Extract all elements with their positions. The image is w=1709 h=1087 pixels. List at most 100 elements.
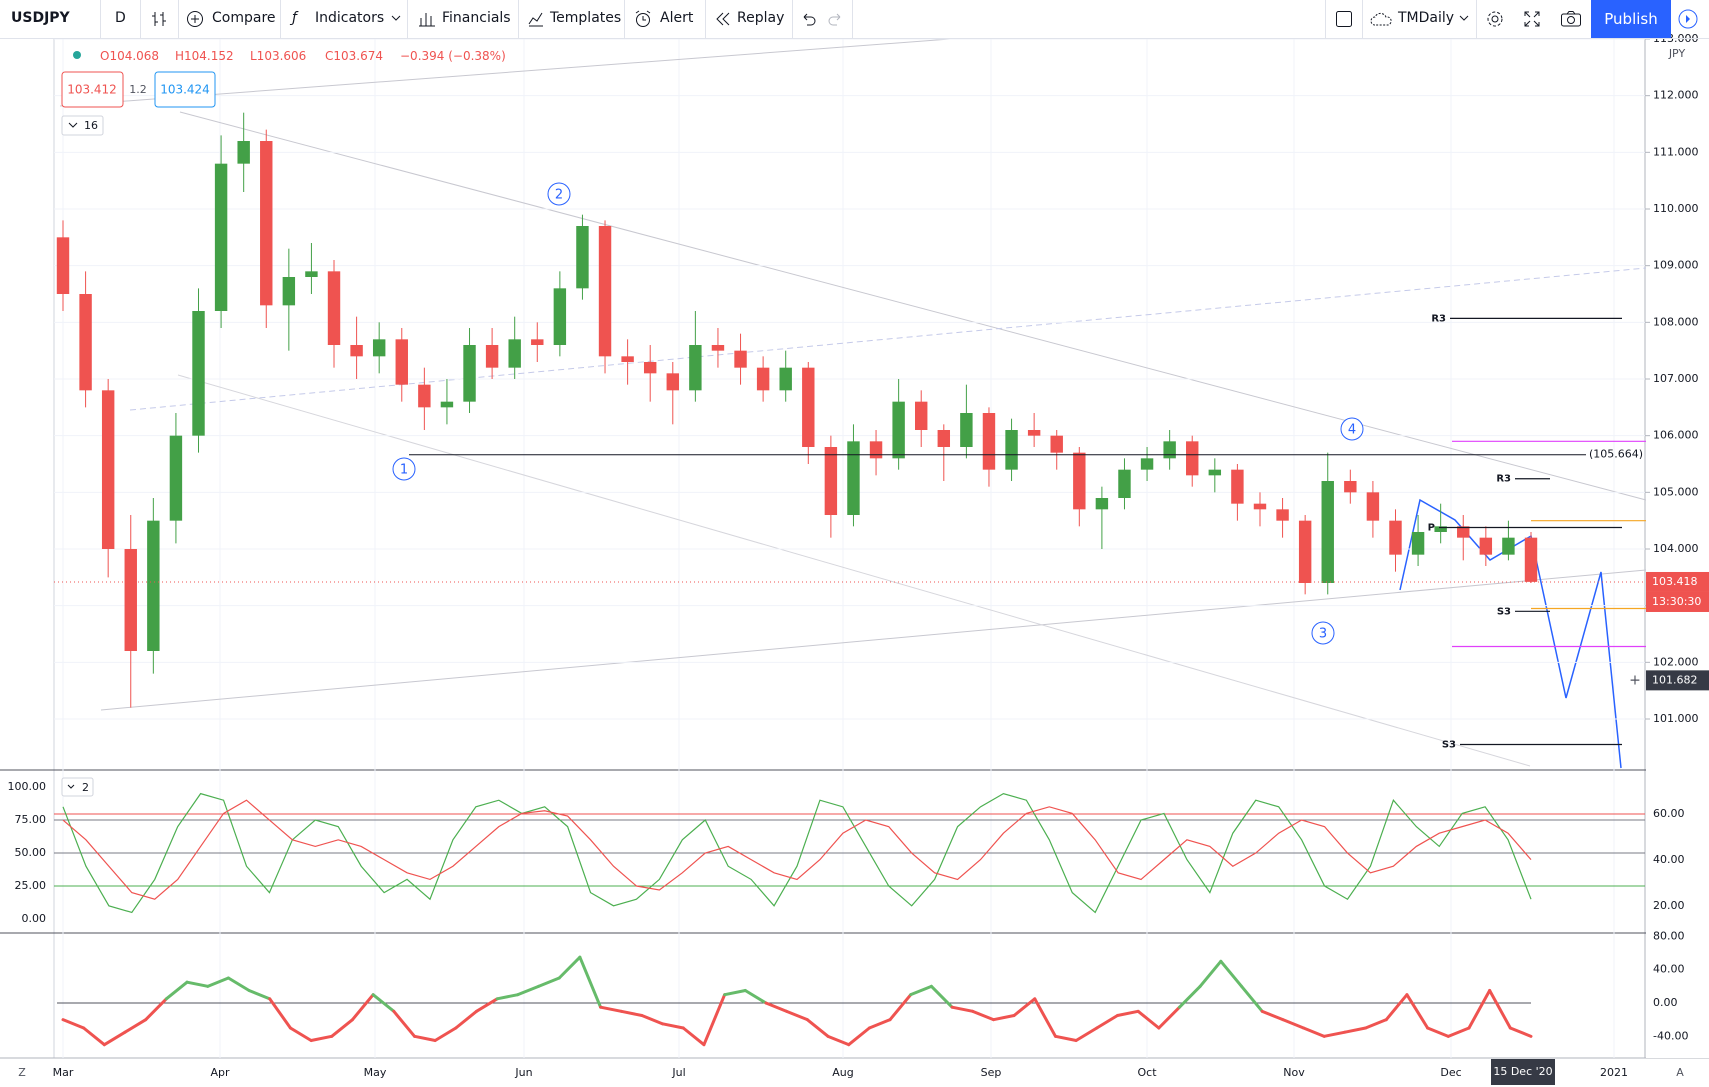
financials-icon[interactable] <box>418 10 436 28</box>
publish-button[interactable]: Publish <box>1591 0 1671 38</box>
oscillator-segment <box>1426 1026 1450 1038</box>
y-tick-label: 112.000 <box>1653 89 1699 102</box>
price-pane: R3 R3 P S3 S3 (105.664) 1 2 3 4 <box>54 38 1646 751</box>
candle-body <box>1366 492 1380 521</box>
oscillator-segment <box>1178 984 1202 1009</box>
oscillator-segment <box>723 989 747 997</box>
settings-icon[interactable] <box>1485 9 1505 29</box>
bid[interactable]: 103.412 <box>67 83 117 97</box>
alert[interactable]: Alert <box>660 10 694 26</box>
bar-style-icon[interactable] <box>150 10 168 28</box>
oscillator-pane <box>57 955 1533 1047</box>
candle-body <box>237 141 250 164</box>
candle-body <box>1389 520 1402 555</box>
interval[interactable]: D <box>115 10 126 26</box>
candle-body <box>1027 430 1041 436</box>
financials[interactable]: Financials <box>442 10 511 26</box>
replay-icon[interactable] <box>714 11 732 27</box>
candle-body <box>1095 498 1109 510</box>
undo-icon[interactable] <box>800 11 818 27</box>
buy-button[interactable] <box>154 71 216 108</box>
ohlc-legend: O104.068 H104.152 L103.606 C103.674 −0.3… <box>100 49 506 63</box>
indicators[interactable]: Indicators <box>315 10 385 26</box>
templates[interactable]: Templates <box>550 10 622 26</box>
candle-body <box>192 311 205 436</box>
oscillator-segment <box>1219 959 1244 988</box>
oscillator-segment <box>1446 1026 1471 1038</box>
candle-body <box>124 549 137 651</box>
ask[interactable]: 103.424 <box>160 83 210 97</box>
open: O104.068 <box>100 49 159 63</box>
oscillator-segment <box>144 997 168 1022</box>
y2-tick-label: 40.00 <box>1653 853 1685 866</box>
oscillator-segment <box>1467 989 1492 1030</box>
candle-body <box>395 339 408 385</box>
layout-icon[interactable] <box>1335 10 1353 28</box>
pivot-label: P <box>1428 522 1435 533</box>
symbol[interactable]: USDJPY <box>11 10 70 26</box>
oscillator-segment <box>247 989 272 1001</box>
change: −0.394 (−0.38%) <box>400 49 506 63</box>
compare[interactable]: Compare <box>212 10 276 26</box>
pane-label[interactable]: 2 <box>82 781 89 794</box>
oscillator-segment <box>888 993 913 1022</box>
spread: 1.2 <box>129 83 147 96</box>
oscillator-segment <box>330 1018 354 1038</box>
compare-icon[interactable] <box>186 10 204 28</box>
oscillator-segment <box>433 1026 458 1042</box>
y-tick-label: 102.000 <box>1653 655 1699 668</box>
y-tick-label: 111.000 <box>1653 145 1699 158</box>
sell-button[interactable] <box>61 71 124 108</box>
candle-body <box>101 390 115 549</box>
oscillator-segment <box>371 993 396 1013</box>
alert-icon[interactable] <box>634 10 652 28</box>
wave-marker <box>1340 417 1364 441</box>
candle-body <box>1118 469 1131 498</box>
oscillator-segment <box>1053 1034 1078 1042</box>
pivot-label: R3 <box>1431 313 1446 324</box>
stochastic-pane <box>54 792 1645 914</box>
redo-icon[interactable] <box>826 11 844 27</box>
horizontal-line-label: (105.664) <box>1589 448 1643 461</box>
oscillator-segment <box>226 976 251 992</box>
oscillator-segment <box>578 955 603 1009</box>
oscillator-segment <box>516 984 541 997</box>
status-dot <box>73 51 81 59</box>
oscillator-segment <box>537 976 561 988</box>
pane-toggle[interactable] <box>61 777 94 797</box>
time-cursor-label: 15 Dec '20 <box>1493 1065 1552 1078</box>
dropdown-icon[interactable] <box>390 14 402 24</box>
separator <box>792 0 793 38</box>
candle-body <box>937 430 951 447</box>
top-toolbar: USDJPY D Compare ƒ Indicators Financials… <box>0 0 1709 39</box>
indicators-toggle[interactable] <box>61 115 104 136</box>
auto-scale[interactable]: A <box>1676 1066 1684 1079</box>
indicator-count[interactable]: 16 <box>84 119 98 132</box>
candle-body <box>1163 441 1176 459</box>
candle-body <box>508 339 521 368</box>
dropdown-icon[interactable] <box>1458 14 1470 24</box>
candle-body <box>824 447 838 515</box>
templates-icon[interactable] <box>527 10 545 28</box>
y-tick-label: 100.00 <box>8 780 47 793</box>
oscillator-segment <box>288 1026 313 1042</box>
separator <box>1476 0 1477 38</box>
separator <box>100 0 101 38</box>
last-price-box <box>1646 571 1709 592</box>
candle-body <box>666 373 679 391</box>
time-cursor-box <box>1491 1059 1555 1085</box>
sidebar-toggle[interactable] <box>1676 8 1700 30</box>
zoom-toggle[interactable]: Z <box>18 1066 26 1079</box>
snapshot-icon[interactable] <box>1560 10 1582 28</box>
oscillator-segment <box>1302 1026 1326 1038</box>
layout-name[interactable]: TMDaily <box>1398 10 1455 26</box>
y-tick-label: 108.000 <box>1653 315 1699 328</box>
cloud-icon[interactable] <box>1370 12 1394 26</box>
oscillator-segment <box>475 997 499 1013</box>
replay[interactable]: Replay <box>737 10 785 26</box>
oscillator-segment <box>1198 959 1223 988</box>
candle-body <box>1140 458 1154 470</box>
fullscreen-icon[interactable] <box>1523 10 1541 28</box>
candle-body <box>711 345 725 351</box>
